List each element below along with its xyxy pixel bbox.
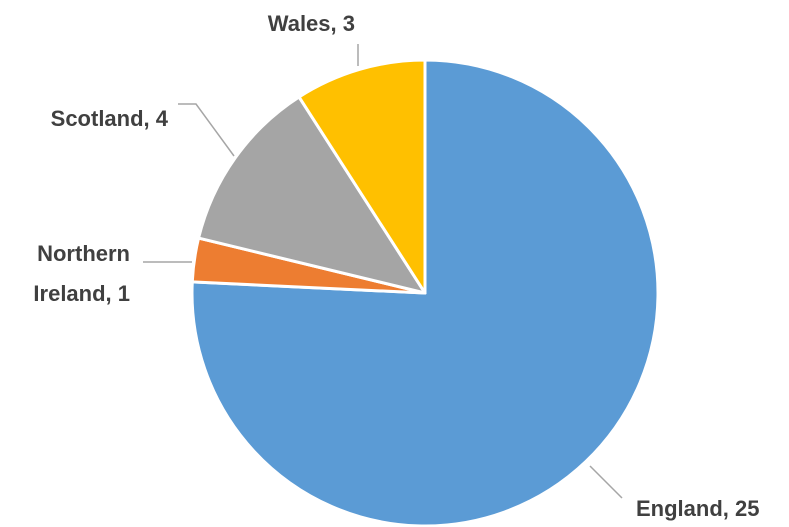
label-line: Ireland, 1	[33, 281, 130, 306]
pie-slice	[197, 95, 427, 295]
label-line: Northern	[37, 241, 130, 266]
leader-line	[589, 465, 623, 499]
data-label: Wales, 3	[268, 11, 355, 36]
data-label: Scotland, 4	[51, 106, 169, 131]
leader-line	[178, 103, 235, 157]
labels: England, 25 Northern Ireland, 1 Scotland, 4…	[33, 11, 759, 521]
data-label: Northern Ireland, 1	[33, 241, 130, 306]
data-label: England, 25	[636, 496, 759, 521]
pie-slice	[297, 58, 427, 295]
pie	[190, 58, 660, 527]
